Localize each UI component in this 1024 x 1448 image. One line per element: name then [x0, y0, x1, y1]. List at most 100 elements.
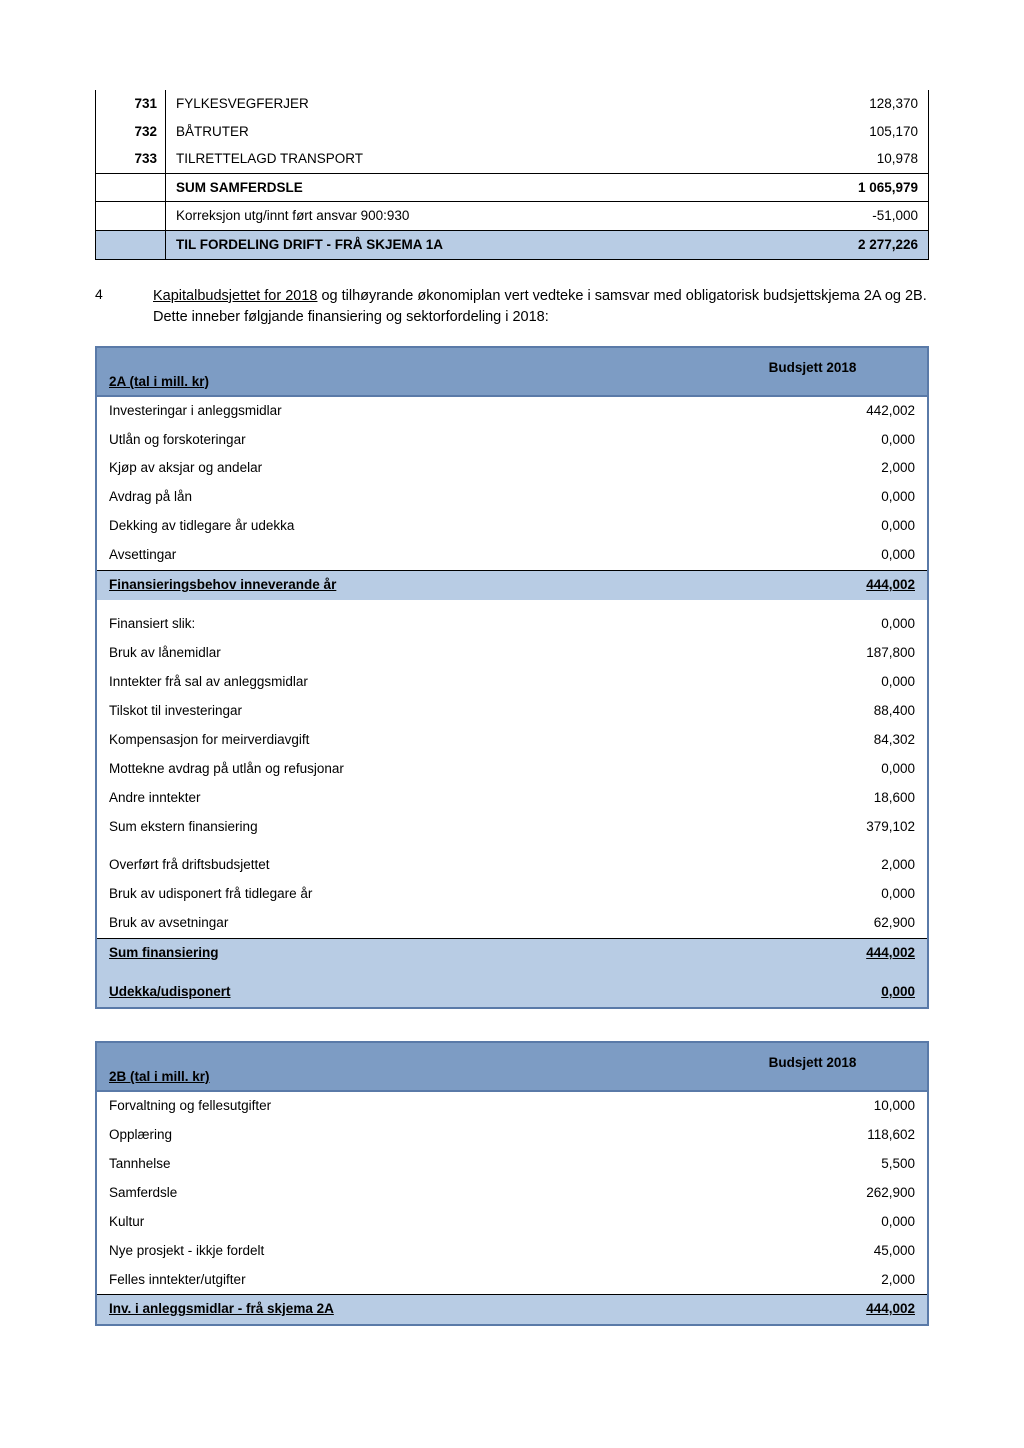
row-label: Bruk av lånemidlar	[96, 639, 698, 668]
row-value: 2,000	[698, 454, 928, 483]
table-row: Korreksjon utg/innt ført ansvar 900:930-…	[96, 202, 929, 231]
row-label: Mottekne avdrag på utlån og refusjonar	[96, 755, 698, 784]
row-label: Kjøp av aksjar og andelar	[96, 454, 698, 483]
row-label: Andre inntekter	[96, 784, 698, 813]
table-row: Kultur0,000	[96, 1208, 928, 1237]
row-value: 2,000	[698, 851, 928, 880]
row-code	[96, 202, 166, 231]
table-row: Udekka/udisponert0,000	[96, 978, 928, 1008]
row-value: 262,900	[698, 1179, 928, 1208]
table-row: 732BÅTRUTER105,170	[96, 118, 929, 146]
row-value: 0,000	[698, 1208, 928, 1237]
row-value: 444,002	[698, 571, 928, 600]
row-value: 128,370	[799, 90, 929, 118]
table-row: Forvaltning og fellesutgifter10,000	[96, 1091, 928, 1121]
row-value: 105,170	[799, 118, 929, 146]
table-row: Utlån og forskoteringar0,000	[96, 426, 928, 455]
row-code: 733	[96, 145, 166, 173]
row-label: Finansiert slik:	[96, 610, 698, 639]
row-code	[96, 173, 166, 202]
row-value: 444,002	[698, 939, 928, 968]
table-row: Sum ekstern finansiering379,102	[96, 813, 928, 842]
table-row: Nye prosjekt - ikkje fordelt45,000	[96, 1237, 928, 1266]
row-label: Utlån og forskoteringar	[96, 426, 698, 455]
table-row: Tilskot til investeringar88,400	[96, 697, 928, 726]
row-label: Kultur	[96, 1208, 698, 1237]
row-label: BÅTRUTER	[166, 118, 799, 146]
row-label: Korreksjon utg/innt ført ansvar 900:930	[166, 202, 799, 231]
row-label: Nye prosjekt - ikkje fordelt	[96, 1237, 698, 1266]
row-value: 45,000	[698, 1237, 928, 1266]
row-value: 88,400	[698, 697, 928, 726]
row-label: FYLKESVEGFERJER	[166, 90, 799, 118]
row-label: TIL FORDELING DRIFT - FRÅ SKJEMA 1A	[166, 230, 799, 259]
row-value: 2,000	[698, 1266, 928, 1295]
row-value: 10,000	[698, 1091, 928, 1121]
row-code: 732	[96, 118, 166, 146]
paragraph-lead: Kapitalbudsjettet for 2018	[153, 288, 317, 304]
spacer	[96, 841, 928, 851]
table-row: Investeringar i anleggsmidlar442,002	[96, 396, 928, 426]
row-value: 0,000	[698, 668, 928, 697]
row-value: 187,800	[698, 639, 928, 668]
table-row: Felles inntekter/utgifter2,000	[96, 1266, 928, 1295]
row-value: 84,302	[698, 726, 928, 755]
table-row: 731FYLKESVEGFERJER128,370	[96, 90, 929, 118]
spacer	[96, 968, 928, 978]
row-value: 118,602	[698, 1121, 928, 1150]
row-label: Samferdsle	[96, 1179, 698, 1208]
paragraph-text: Kapitalbudsjettet for 2018 og tilhøyrand…	[153, 286, 929, 328]
row-label: Opplæring	[96, 1121, 698, 1150]
table-2a-title: 2A (tal i mill. kr)	[96, 347, 698, 396]
paragraph-number: 4	[95, 286, 153, 328]
row-value: 18,600	[698, 784, 928, 813]
row-value: 379,102	[698, 813, 928, 842]
table-row: Overført frå driftsbudsjettet2,000	[96, 851, 928, 880]
table-row: Inntekter frå sal av anleggsmidlar0,000	[96, 668, 928, 697]
table-row: Finansieringsbehov inneverande år444,002	[96, 571, 928, 600]
row-value: 5,500	[698, 1150, 928, 1179]
row-label: Sum ekstern finansiering	[96, 813, 698, 842]
table-row	[96, 841, 928, 851]
row-label: Avsettingar	[96, 541, 698, 570]
row-value: 442,002	[698, 396, 928, 426]
table-row: 733TILRETTELAGD TRANSPORT10,978	[96, 145, 929, 173]
table-row: TIL FORDELING DRIFT - FRÅ SKJEMA 1A2 277…	[96, 230, 929, 259]
row-value: 0,000	[698, 610, 928, 639]
table-row: Andre inntekter18,600	[96, 784, 928, 813]
row-label: SUM SAMFERDSLE	[166, 173, 799, 202]
paragraph-4: 4 Kapitalbudsjettet for 2018 og tilhøyra…	[95, 286, 929, 328]
table-row: Avsettingar0,000	[96, 541, 928, 570]
row-label: TILRETTELAGD TRANSPORT	[166, 145, 799, 173]
spacer	[96, 600, 928, 610]
table-row: Bruk av udisponert frå tidlegare år0,000	[96, 880, 928, 909]
row-label: Avdrag på lån	[96, 483, 698, 512]
row-label: Inv. i anleggsmidlar - frå skjema 2A	[96, 1295, 698, 1325]
table-row: Dekking av tidlegare år udekka0,000	[96, 512, 928, 541]
row-value: 0,000	[698, 483, 928, 512]
row-label: Tilskot til investeringar	[96, 697, 698, 726]
table-row	[96, 600, 928, 610]
row-label: Udekka/udisponert	[96, 978, 698, 1008]
row-value: 1 065,979	[799, 173, 929, 202]
row-code	[96, 230, 166, 259]
table-row: SUM SAMFERDSLE1 065,979	[96, 173, 929, 202]
row-code: 731	[96, 90, 166, 118]
table-row: Finansiert slik:0,000	[96, 610, 928, 639]
row-label: Felles inntekter/utgifter	[96, 1266, 698, 1295]
table-row: Tannhelse5,500	[96, 1150, 928, 1179]
row-label: Bruk av udisponert frå tidlegare år	[96, 880, 698, 909]
row-label: Bruk av avsetningar	[96, 909, 698, 938]
row-value: 10,978	[799, 145, 929, 173]
row-label: Investeringar i anleggsmidlar	[96, 396, 698, 426]
table-row: Bruk av lånemidlar187,800	[96, 639, 928, 668]
row-label: Tannhelse	[96, 1150, 698, 1179]
table-2b-colheader: Budsjett 2018	[698, 1042, 928, 1091]
row-value: -51,000	[799, 202, 929, 231]
row-label: Sum finansiering	[96, 939, 698, 968]
row-value: 0,000	[698, 755, 928, 784]
row-value: 0,000	[698, 541, 928, 570]
row-value: 0,000	[698, 978, 928, 1008]
table-row: Sum finansiering444,002	[96, 939, 928, 968]
table-row: Bruk av avsetningar62,900	[96, 909, 928, 938]
